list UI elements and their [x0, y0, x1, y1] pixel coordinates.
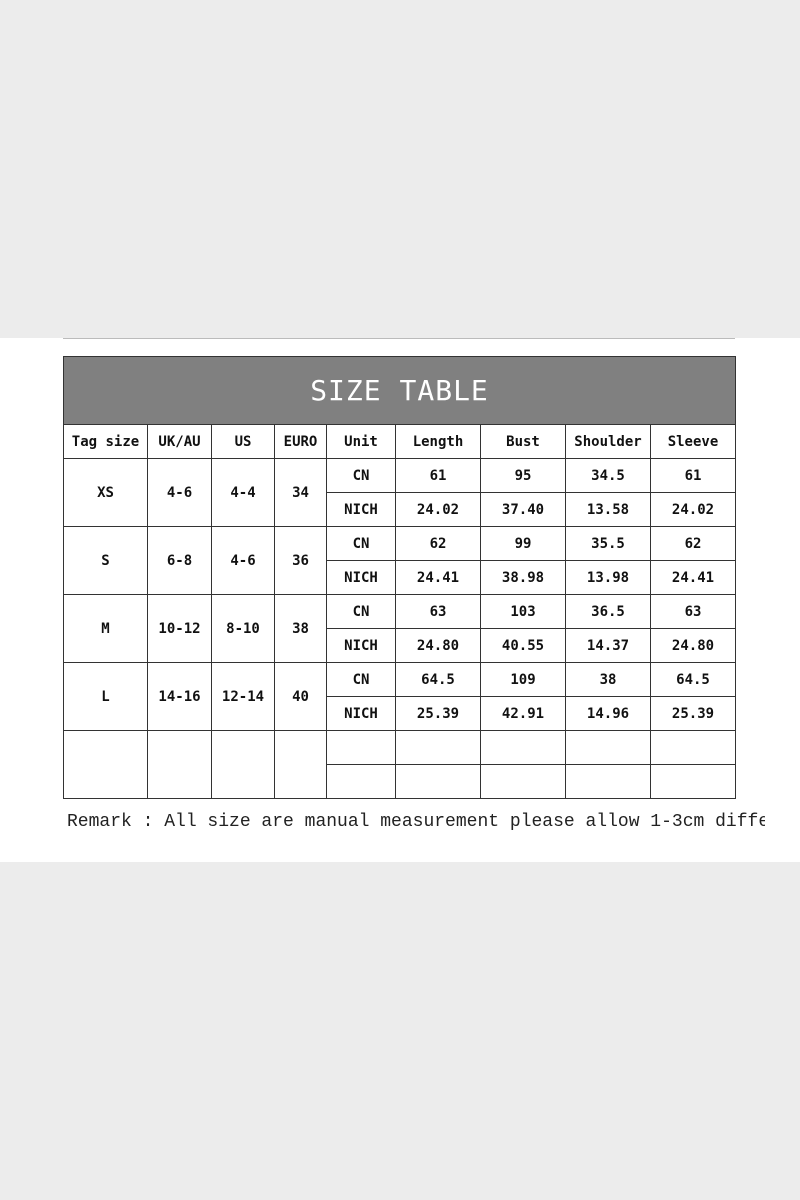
column-header: Length: [395, 424, 481, 459]
unit: NICH: [326, 492, 396, 527]
divider: [63, 338, 735, 339]
measurement: 99: [480, 526, 566, 561]
size-tag: L: [63, 662, 148, 731]
table-row: [64, 764, 736, 799]
measurement: 62: [650, 526, 736, 561]
measurement: 14.96: [565, 696, 651, 731]
measurement: 24.41: [395, 560, 481, 595]
size-us: 4-4: [211, 458, 275, 527]
size-uk: 6-8: [147, 526, 212, 595]
measurement: 64.5: [395, 662, 481, 697]
size-tag: S: [63, 526, 148, 595]
table-row: NICH 24.41 38.98 13.98 24.41: [64, 560, 736, 595]
unit: CN: [326, 594, 396, 629]
empty-cell: [274, 730, 327, 799]
measurement: 34.5: [565, 458, 651, 493]
empty-cell: [211, 730, 275, 799]
empty-cell: [395, 764, 481, 799]
measurement: 24.80: [650, 628, 736, 663]
measurement: 24.02: [395, 492, 481, 527]
size-euro: 40: [274, 662, 327, 731]
measurement: 38: [565, 662, 651, 697]
measurement: 63: [395, 594, 481, 629]
size-euro: 34: [274, 458, 327, 527]
measurement: 24.41: [650, 560, 736, 595]
column-header: Bust: [480, 424, 566, 459]
measurement: 13.98: [565, 560, 651, 595]
size-tag: M: [63, 594, 148, 663]
empty-cell: [650, 764, 736, 799]
measurement: 95: [480, 458, 566, 493]
empty-cell: [326, 730, 396, 765]
size-uk: 4-6: [147, 458, 212, 527]
unit: NICH: [326, 696, 396, 731]
size-euro: 36: [274, 526, 327, 595]
measurement: 109: [480, 662, 566, 697]
measurement: 61: [395, 458, 481, 493]
size-us: 8-10: [211, 594, 275, 663]
empty-cell: [565, 730, 651, 765]
unit: NICH: [326, 560, 396, 595]
measurement: 63: [650, 594, 736, 629]
empty-cell: [326, 764, 396, 799]
measurement: 38.98: [480, 560, 566, 595]
column-header: Sleeve: [650, 424, 736, 459]
table-row: M 10-12 8-10 38 CN 63 103 36.5 63: [63, 594, 736, 663]
remark: Remark : All size are manual measurement…: [67, 812, 765, 832]
measurement: 62: [395, 526, 481, 561]
measurement: 13.58: [565, 492, 651, 527]
column-header: UK/AU: [147, 424, 212, 459]
table-row: NICH 25.39 42.91 14.96 25.39: [64, 696, 736, 731]
measurement: 35.5: [565, 526, 651, 561]
empty-cell: [63, 730, 148, 799]
measurement: 14.37: [565, 628, 651, 663]
empty-cell: [565, 764, 651, 799]
table-row: NICH 24.80 40.55 14.37 24.80: [64, 628, 736, 663]
measurement: 24.02: [650, 492, 736, 527]
empty-cell: [650, 730, 736, 765]
empty-cell: [480, 730, 566, 765]
unit: CN: [326, 526, 396, 561]
empty-cell: [147, 730, 212, 799]
column-header: US: [211, 424, 275, 459]
measurement: 64.5: [650, 662, 736, 697]
measurement: 40.55: [480, 628, 566, 663]
table-row: [63, 730, 736, 799]
measurement: 25.39: [650, 696, 736, 731]
size-tag: XS: [63, 458, 148, 527]
measurement: 103: [480, 594, 566, 629]
measurement: 24.80: [395, 628, 481, 663]
size-uk: 10-12: [147, 594, 212, 663]
unit: CN: [326, 662, 396, 697]
size-euro: 38: [274, 594, 327, 663]
measurement: 37.40: [480, 492, 566, 527]
size-us: 12-14: [211, 662, 275, 731]
unit: CN: [326, 458, 396, 493]
table-row: S 6-8 4-6 36 CN 62 99 35.5 62: [63, 526, 736, 595]
size-uk: 14-16: [147, 662, 212, 731]
table-title: SIZE TABLE: [63, 356, 736, 425]
measurement: 42.91: [480, 696, 566, 731]
measurement: 25.39: [395, 696, 481, 731]
table-row: SIZE TABLE: [63, 356, 736, 425]
table-row: XS 4-6 4-4 34 CN 61 95 34.5 61: [63, 458, 736, 527]
column-header: EURO: [274, 424, 327, 459]
empty-cell: [395, 730, 481, 765]
measurement: 61: [650, 458, 736, 493]
empty-cell: [480, 764, 566, 799]
unit: NICH: [326, 628, 396, 663]
measurement: 36.5: [565, 594, 651, 629]
size-table: SIZE TABLE Tag size UK/AU US EURO Unit Length B…: [63, 356, 736, 799]
table-row: NICH 24.02 37.40 13.58 24.02: [64, 492, 736, 527]
table-row: L 14-16 12-14 40 CN 64.5 109 38 64.5: [63, 662, 736, 731]
column-header: Shoulder: [565, 424, 651, 459]
column-header: Unit: [326, 424, 396, 459]
size-us: 4-6: [211, 526, 275, 595]
column-header: Tag size: [63, 424, 148, 459]
table-row: Tag size UK/AU US EURO Unit Length Bust Shoulde…: [63, 424, 736, 459]
